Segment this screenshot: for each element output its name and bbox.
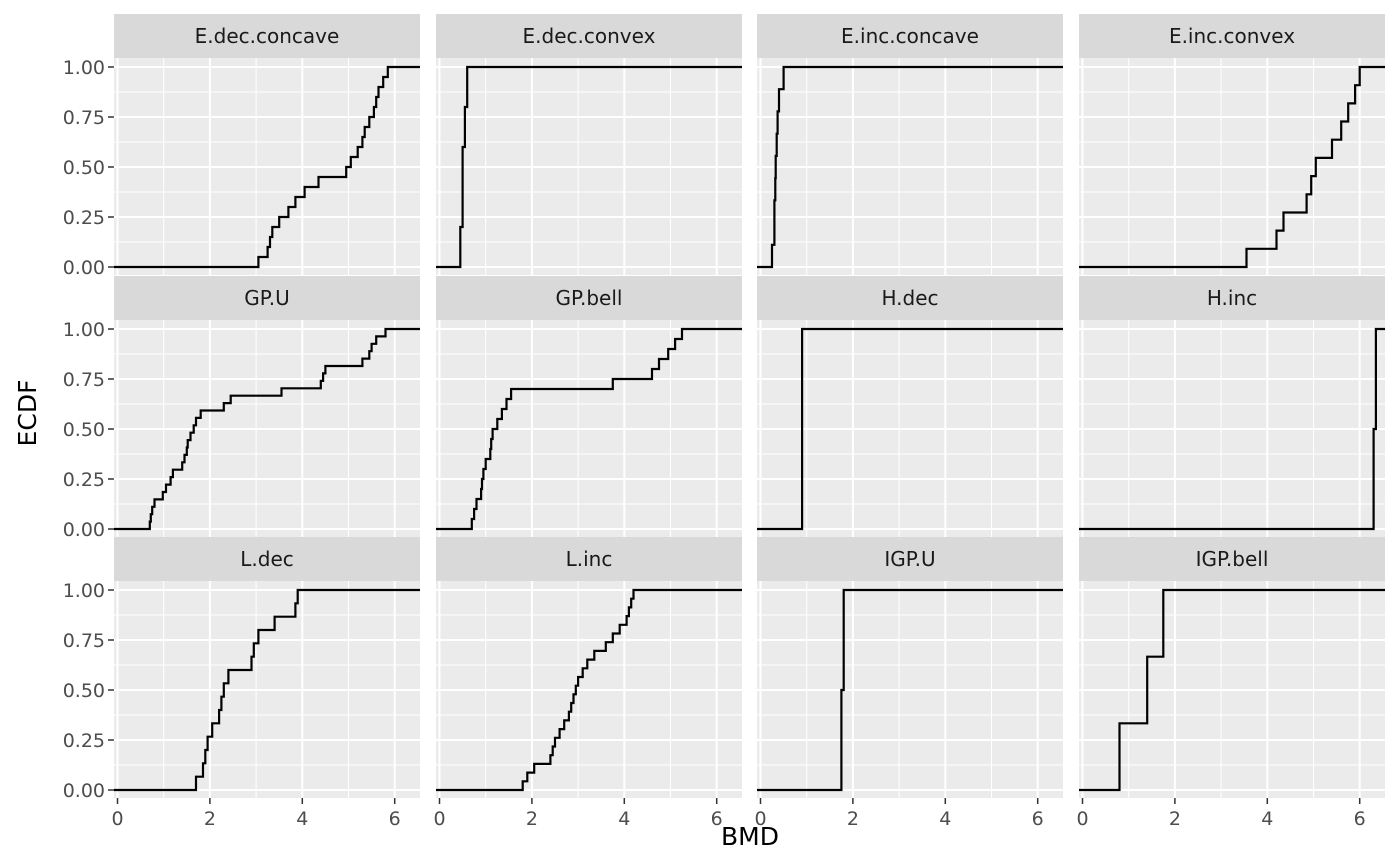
facet-strip-label: E.dec.concave xyxy=(195,24,340,48)
facet-strip xyxy=(114,537,420,581)
x-tick-label: 4 xyxy=(618,808,630,830)
facet-strip xyxy=(1079,14,1385,58)
y-tick-label: 0.75 xyxy=(63,630,105,652)
facet-strip xyxy=(114,276,420,320)
x-axis-title: BMD xyxy=(721,822,779,851)
y-tick-label: 0.50 xyxy=(63,157,105,179)
facet-strip-label: IGP.U xyxy=(884,547,935,571)
facet-strip xyxy=(1079,537,1385,581)
facet-strip xyxy=(436,537,742,581)
y-axis-title: ECDF xyxy=(13,380,42,447)
y-tick-label: 0.50 xyxy=(63,419,105,441)
facet-panel: E.dec.concave 0.00 0.25 0.50 0.75 1.00 xyxy=(63,14,420,279)
facet-strip-label: GP.bell xyxy=(556,286,623,310)
ecdf-step-line xyxy=(114,588,420,792)
x-tick-label: 6 xyxy=(389,808,401,830)
facet-strip-label: L.inc xyxy=(566,547,613,571)
ecdf-step-line xyxy=(114,327,420,531)
facet-strip xyxy=(757,276,1063,320)
facet-strip-label: H.inc xyxy=(1207,286,1257,310)
x-tick-label: 2 xyxy=(526,808,538,830)
facet-strip-label: IGP.bell xyxy=(1196,547,1269,571)
y-tick-label: 0.00 xyxy=(63,519,105,541)
x-tick-label: 0 xyxy=(111,808,123,830)
ecdf-step-line xyxy=(757,65,1063,269)
x-tick-label: 4 xyxy=(1261,808,1273,830)
facet-panel: H.inc xyxy=(1079,276,1385,537)
facet-panel: IGP.bell 0 2 4 6 xyxy=(1076,537,1385,830)
ecdf-step-line xyxy=(757,588,1063,792)
y-tick-label: 1.00 xyxy=(63,580,105,602)
y-tick-label: 0.00 xyxy=(63,257,105,279)
facet-panel: E.inc.concave xyxy=(757,14,1063,275)
facet-strip-label: L.dec xyxy=(240,547,294,571)
y-tick-label: 0.25 xyxy=(63,469,105,491)
y-tick-label: 0.50 xyxy=(63,680,105,702)
x-tick-label: 4 xyxy=(296,808,308,830)
facet-strip-label: E.inc.concave xyxy=(841,24,979,48)
x-tick-label: 0 xyxy=(433,808,445,830)
facet-panel: L.inc 0 2 4 6 xyxy=(433,537,742,830)
facet-panels: E.dec.concave0.000.250.500.751.00E.dec.c… xyxy=(63,14,1385,830)
facet-panel: E.inc.convex xyxy=(1079,14,1385,275)
facet-panel: IGP.U 0 2 4 6 xyxy=(754,537,1063,830)
x-tick-label: 0 xyxy=(754,808,766,830)
y-tick-label: 1.00 xyxy=(63,57,105,79)
x-tick-label: 4 xyxy=(939,808,951,830)
y-tick-label: 0.00 xyxy=(63,780,105,802)
ecdf-step-line xyxy=(114,65,420,269)
facet-strip-label: GP.U xyxy=(244,286,289,310)
facet-strip xyxy=(1079,276,1385,320)
facet-strip xyxy=(436,14,742,58)
y-tick-label: 0.25 xyxy=(63,207,105,229)
facet-strip-label: E.dec.convex xyxy=(523,24,656,48)
y-tick-label: 1.00 xyxy=(63,319,105,341)
x-tick-label: 6 xyxy=(1354,808,1366,830)
facet-strip xyxy=(436,276,742,320)
x-tick-label: 2 xyxy=(204,808,216,830)
x-tick-label: 0 xyxy=(1076,808,1088,830)
ecdf-step-line xyxy=(1079,65,1385,269)
x-tick-label: 6 xyxy=(711,808,723,830)
ecdf-step-line xyxy=(436,588,742,792)
ecdf-step-line xyxy=(436,327,742,531)
ecdf-step-line xyxy=(1079,327,1385,531)
y-tick-label: 0.75 xyxy=(63,107,105,129)
y-tick-label: 0.75 xyxy=(63,369,105,391)
facet-panel: GP.U 0.00 0.25 0.50 0.75 1.00 xyxy=(63,276,420,541)
ecdf-step-line xyxy=(757,327,1063,531)
x-tick-label: 2 xyxy=(1169,808,1181,830)
facet-strip-label: E.inc.convex xyxy=(1169,24,1295,48)
ecdf-step-line xyxy=(436,65,742,269)
ecdf-step-line xyxy=(1079,588,1385,792)
facet-panel: GP.bell xyxy=(436,276,742,537)
x-tick-label: 2 xyxy=(847,808,859,830)
facet-strip xyxy=(757,14,1063,58)
x-tick-label: 6 xyxy=(1032,808,1044,830)
facet-strip xyxy=(114,14,420,58)
y-tick-label: 0.25 xyxy=(63,730,105,752)
facet-panel: E.dec.convex xyxy=(436,14,742,275)
facet-panel: L.dec 0.00 0.25 0.50 0.75 1.00 0 2 4 6 xyxy=(63,537,420,830)
facet-strip xyxy=(757,537,1063,581)
facet-panel: H.dec xyxy=(757,276,1063,537)
facet-strip-label: H.dec xyxy=(881,286,938,310)
